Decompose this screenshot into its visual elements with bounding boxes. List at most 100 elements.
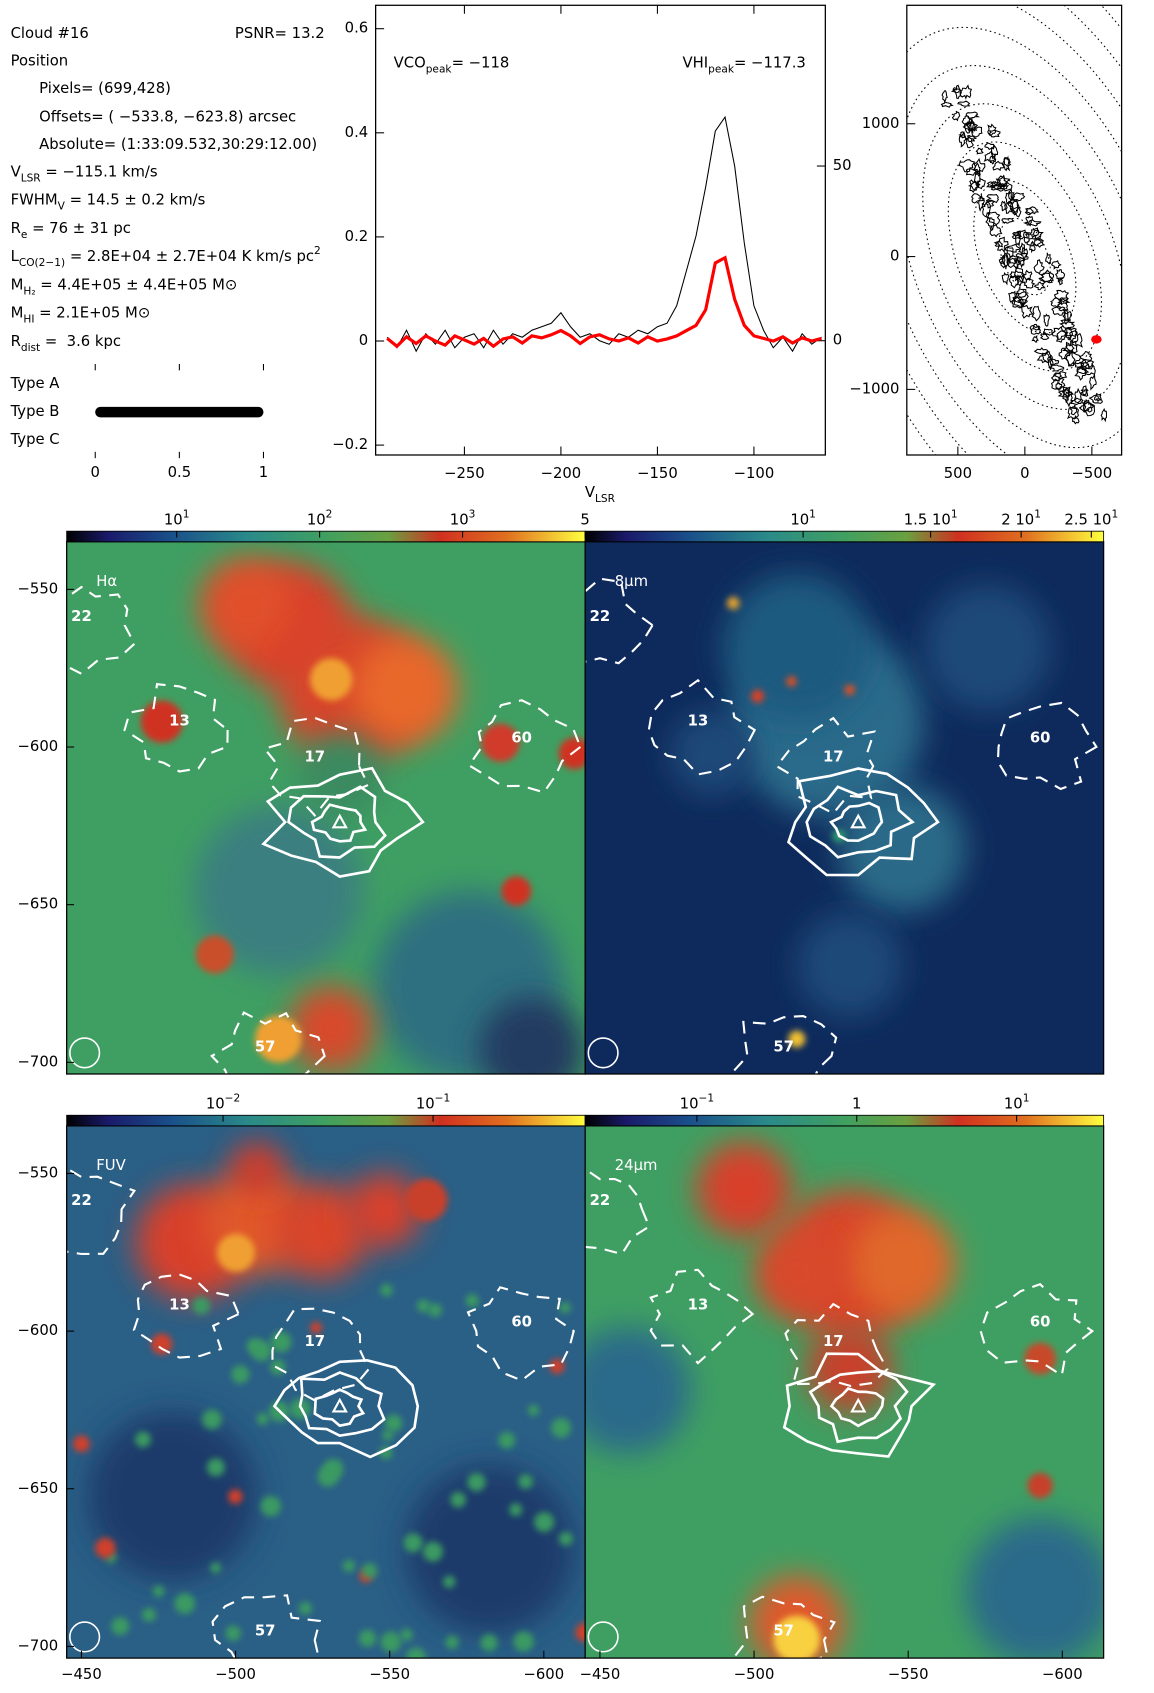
- tick-label: 0: [359, 332, 368, 349]
- cloud-label: 17: [305, 1333, 326, 1350]
- co-contour: [1021, 304, 1034, 319]
- image-spot: [310, 1321, 323, 1334]
- tick-label: 5: [580, 512, 589, 529]
- co-contour: [1063, 310, 1073, 322]
- image-spot: [498, 1432, 516, 1449]
- co-contour: [1033, 259, 1045, 275]
- image-spot: [406, 1647, 426, 1659]
- co-contour: [1013, 258, 1021, 270]
- co-contour: [1031, 305, 1041, 322]
- tick-label: −650: [18, 896, 59, 913]
- image-spot: [298, 1601, 312, 1615]
- co-contour: [972, 157, 986, 176]
- cloud-marker: [1091, 335, 1102, 344]
- image-spot: [467, 1473, 486, 1492]
- image-spot: [152, 1585, 165, 1598]
- info-line-sub: e: [21, 229, 28, 241]
- image-spot: [228, 1489, 243, 1504]
- tick-label: −600: [18, 738, 59, 755]
- image-spot: [380, 1283, 393, 1297]
- co-contour: [1000, 254, 1009, 269]
- cloud-label: 57: [255, 1039, 276, 1056]
- tick-label: 10−2: [206, 1093, 240, 1113]
- tick-label: −550: [18, 1164, 59, 1181]
- image-blob: [140, 700, 184, 743]
- tick-label: 500: [944, 465, 972, 482]
- image-spot: [246, 1338, 263, 1354]
- cloud-label: 60: [1030, 1314, 1051, 1331]
- image-blob: [1027, 1472, 1053, 1499]
- tick-label: 10−1: [680, 1093, 714, 1113]
- info-line: VLSR = −115.1 km/s: [11, 163, 158, 184]
- tick-label-text: 10: [206, 1096, 225, 1113]
- cloud-peak: [331, 813, 348, 829]
- cloud-label: 57: [773, 1623, 794, 1640]
- tick-label-text: 2.5 10: [1064, 512, 1111, 529]
- co-contour: [1051, 326, 1067, 341]
- tick-label-exp: −1: [699, 1093, 715, 1105]
- co-contour: [985, 194, 999, 204]
- tick-label: −100: [734, 465, 775, 482]
- info-line-sup: 2: [314, 245, 321, 257]
- image-blob: [87, 1411, 258, 1581]
- tick-label: 10−1: [416, 1093, 450, 1113]
- tick-label-text: −450: [580, 1666, 621, 1683]
- co-contour: [1033, 347, 1049, 355]
- colorbar: [584, 1114, 1105, 1127]
- image-blob: [272, 1184, 369, 1280]
- cloud-label: 13: [169, 712, 190, 729]
- co-contour: [1024, 206, 1040, 215]
- info-line-text: = 2.8E+04 ± 2.7E+04 K km/s pc: [65, 248, 314, 265]
- co-contour: [975, 147, 984, 155]
- tick-label: 0.5: [168, 464, 192, 481]
- co-contour: [993, 241, 1004, 248]
- image-blob: [585, 1326, 691, 1454]
- tick-label-text: 10: [1004, 1096, 1023, 1113]
- tick-label: −700: [18, 1053, 59, 1070]
- image-blob: [754, 1231, 840, 1317]
- tick-label: 1000: [862, 115, 900, 132]
- peak-annotation-sub: peak: [708, 63, 735, 75]
- co-contour: [1077, 366, 1090, 375]
- colorbar: [66, 530, 586, 543]
- tick-label-exp: −1: [435, 1093, 451, 1105]
- tick-label-text: −550: [18, 580, 59, 597]
- co-contour: [1009, 270, 1026, 279]
- info-line-base: V: [11, 163, 21, 180]
- image-blob: [481, 723, 520, 762]
- co-contour: [985, 199, 995, 209]
- neighbour-contour: [123, 683, 229, 773]
- image-blob: [669, 711, 755, 796]
- orbit-ellipse: [906, 26, 1122, 455]
- x-axis-label-base: V: [585, 484, 595, 501]
- tick-label-text: −600: [18, 738, 59, 755]
- image-blob: [347, 1173, 422, 1248]
- co-contour: [998, 255, 1006, 266]
- co-contour: [1004, 191, 1014, 205]
- co-contour: [1061, 386, 1071, 397]
- neighbour-contour: [466, 1286, 575, 1382]
- plot-frame: [906, 4, 1123, 456]
- tick-label-text: −0.2: [332, 436, 368, 453]
- cloud-contour: [310, 803, 368, 843]
- tick-label-exp: 1: [1023, 1093, 1030, 1105]
- cloud-contour: [805, 785, 915, 859]
- tick-label: 50: [833, 157, 852, 174]
- image-blob: [255, 1015, 302, 1063]
- co-contour: [1038, 272, 1053, 284]
- image-panel: 22 13 17 60 57 FUV: [66, 1125, 586, 1659]
- tick-label: −500: [1072, 465, 1113, 482]
- peak-annotation-text: = −117.3: [734, 54, 806, 71]
- co-contour: [1050, 260, 1062, 270]
- co-contour: [1080, 385, 1089, 395]
- co-contour: [1053, 371, 1068, 380]
- tick-label: −200: [541, 465, 582, 482]
- peak-annotation: VCOpeak= −118: [394, 54, 510, 75]
- cloud-contour: [261, 766, 425, 878]
- tick-label-exp: 1: [183, 509, 190, 521]
- tick-label-exp: 1: [1111, 509, 1118, 521]
- image-spot: [549, 1358, 565, 1374]
- tick-label-text: −1000: [849, 380, 899, 397]
- co-contour: [1014, 231, 1021, 248]
